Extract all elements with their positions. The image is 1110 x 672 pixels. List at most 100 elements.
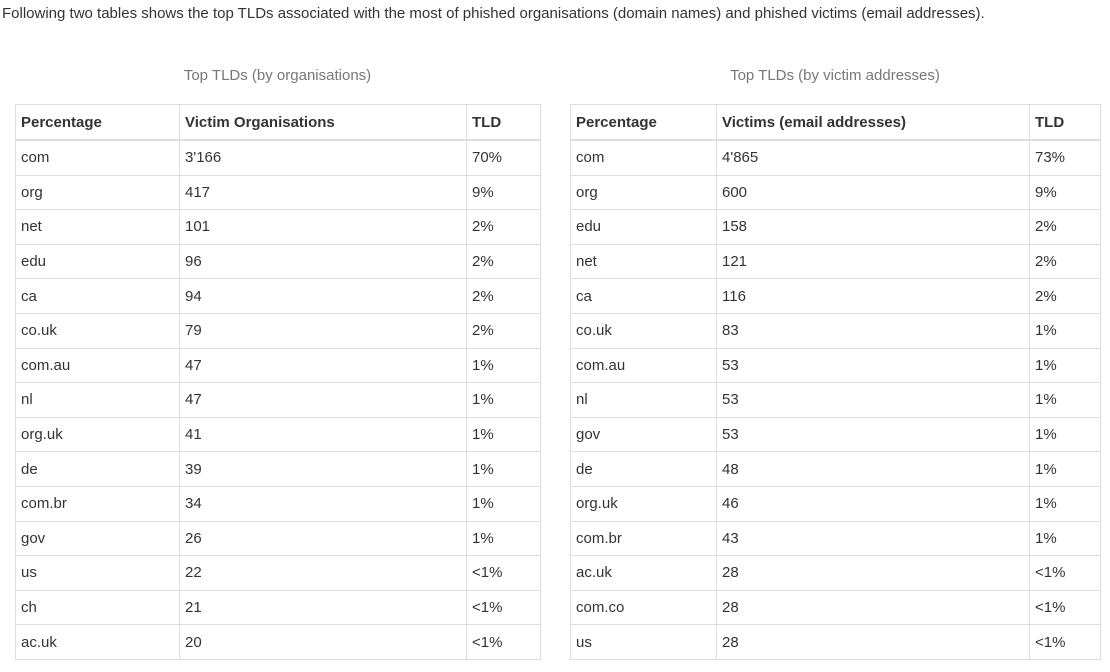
cell-percentage: 1% bbox=[466, 485, 541, 522]
table-row: ca 116 2% bbox=[570, 278, 1101, 314]
table-row: com.au 53 1% bbox=[570, 347, 1101, 384]
org-table-body: com 3'166 70% org 417 9% net 101 2% edu 96 2% ca 94 2%… bbox=[15, 139, 541, 660]
cell-count: 83 bbox=[716, 312, 1030, 349]
cell-tld-name: com.au bbox=[15, 347, 180, 384]
cell-count: 417 bbox=[179, 174, 467, 211]
table-row: gov 26 1% bbox=[15, 520, 541, 557]
cell-count: 21 bbox=[179, 589, 467, 626]
table-row: nl 47 1% bbox=[15, 382, 541, 418]
table-row: com 3'166 70% bbox=[15, 139, 541, 176]
cell-count: 3'166 bbox=[179, 139, 467, 176]
table-row: de 39 1% bbox=[15, 451, 541, 487]
header-row: Percentage Victims (email addresses) TLD bbox=[570, 104, 1101, 141]
cell-count: 94 bbox=[179, 278, 467, 314]
table-row: com.br 34 1% bbox=[15, 485, 541, 522]
table-row: gov 53 1% bbox=[570, 416, 1101, 453]
cell-tld-name: ac.uk bbox=[15, 624, 180, 660]
victim-table-caption: Top TLDs (by victim addresses) bbox=[730, 67, 940, 84]
table-row: co.uk 83 1% bbox=[570, 312, 1101, 349]
cell-count: 47 bbox=[179, 382, 467, 418]
cell-count: 53 bbox=[716, 347, 1030, 384]
cell-percentage: 2% bbox=[466, 209, 541, 245]
cell-percentage: 73% bbox=[1029, 139, 1101, 176]
table-row: org 417 9% bbox=[15, 174, 541, 211]
cell-tld-name: nl bbox=[570, 382, 717, 418]
cell-percentage: <1% bbox=[1029, 555, 1101, 591]
cell-count: 158 bbox=[716, 209, 1030, 245]
cell-percentage: 9% bbox=[466, 174, 541, 211]
cell-percentage: 1% bbox=[1029, 312, 1101, 349]
table-row: us 22 <1% bbox=[15, 555, 541, 591]
table-row: net 101 2% bbox=[15, 209, 541, 245]
cell-tld-name: org.uk bbox=[15, 416, 180, 453]
cell-count: 28 bbox=[716, 624, 1030, 660]
cell-count: 34 bbox=[179, 485, 467, 522]
cell-percentage: 1% bbox=[466, 451, 541, 487]
cell-count: 20 bbox=[179, 624, 467, 660]
cell-tld-name: nl bbox=[15, 382, 180, 418]
column-header-percentage: Percentage bbox=[570, 104, 717, 141]
cell-count: 53 bbox=[716, 382, 1030, 418]
cell-tld-name: co.uk bbox=[15, 312, 180, 349]
table-row: nl 53 1% bbox=[570, 382, 1101, 418]
cell-percentage: 2% bbox=[466, 243, 541, 280]
cell-count: 53 bbox=[716, 416, 1030, 453]
cell-tld-name: com bbox=[15, 139, 180, 176]
cell-tld-name: gov bbox=[570, 416, 717, 453]
cell-percentage: 2% bbox=[1029, 243, 1101, 280]
table-row: ac.uk 20 <1% bbox=[15, 624, 541, 660]
cell-percentage: 1% bbox=[1029, 485, 1101, 522]
cell-count: 46 bbox=[716, 485, 1030, 522]
cell-tld-name: co.uk bbox=[570, 312, 717, 349]
column-header-tld: TLD bbox=[1029, 104, 1101, 141]
cell-tld-name: ca bbox=[570, 278, 717, 314]
table-row: edu 96 2% bbox=[15, 243, 541, 280]
cell-tld-name: com.br bbox=[570, 520, 717, 557]
org-tld-table: Percentage Victim Organisations TLD com 3… bbox=[15, 104, 541, 660]
cell-count: 47 bbox=[179, 347, 467, 384]
cell-tld-name: com.br bbox=[15, 485, 180, 522]
cell-count: 26 bbox=[179, 520, 467, 557]
cell-tld-name: com bbox=[570, 139, 717, 176]
cell-tld-name: de bbox=[15, 451, 180, 487]
cell-percentage: 1% bbox=[1029, 451, 1101, 487]
cell-tld-name: org.uk bbox=[570, 485, 717, 522]
cell-percentage: 1% bbox=[466, 347, 541, 384]
cell-tld-name: ac.uk bbox=[570, 555, 717, 591]
cell-tld-name: us bbox=[15, 555, 180, 591]
table-row: edu 158 2% bbox=[570, 209, 1101, 245]
table-row: org 600 9% bbox=[570, 174, 1101, 211]
cell-percentage: <1% bbox=[1029, 589, 1101, 626]
table-row: com.au 47 1% bbox=[15, 347, 541, 384]
cell-count: 600 bbox=[716, 174, 1030, 211]
cell-count: 28 bbox=[716, 589, 1030, 626]
cell-percentage: 1% bbox=[1029, 382, 1101, 418]
cell-tld-name: com.co bbox=[570, 589, 717, 626]
table-row: ch 21 <1% bbox=[15, 589, 541, 626]
table-row: com.co 28 <1% bbox=[570, 589, 1101, 626]
column-header-tld: TLD bbox=[466, 104, 541, 141]
cell-tld-name: gov bbox=[15, 520, 180, 557]
cell-tld-name: org bbox=[15, 174, 180, 211]
cell-percentage: <1% bbox=[466, 589, 541, 626]
victim-table-body: com 4'865 73% org 600 9% edu 158 2% net 121 2% ca 116… bbox=[570, 139, 1101, 660]
table-row: us 28 <1% bbox=[570, 624, 1101, 660]
cell-count: 121 bbox=[716, 243, 1030, 280]
cell-tld-name: net bbox=[570, 243, 717, 280]
cell-percentage: <1% bbox=[466, 624, 541, 660]
intro-text: Following two tables shows the top TLDs … bbox=[2, 5, 985, 22]
table-row: com 4'865 73% bbox=[570, 139, 1101, 176]
table-row: com.br 43 1% bbox=[570, 520, 1101, 557]
cell-count: 4'865 bbox=[716, 139, 1030, 176]
cell-percentage: 1% bbox=[1029, 347, 1101, 384]
header-row: Percentage Victim Organisations TLD bbox=[15, 104, 541, 141]
table-row: org.uk 46 1% bbox=[570, 485, 1101, 522]
cell-count: 28 bbox=[716, 555, 1030, 591]
cell-percentage: 70% bbox=[466, 139, 541, 176]
cell-count: 116 bbox=[716, 278, 1030, 314]
cell-tld-name: ch bbox=[15, 589, 180, 626]
victim-tld-table: Percentage Victims (email addresses) TLD… bbox=[570, 104, 1101, 660]
cell-tld-name: edu bbox=[570, 209, 717, 245]
table-row: de 48 1% bbox=[570, 451, 1101, 487]
cell-percentage: <1% bbox=[1029, 624, 1101, 660]
